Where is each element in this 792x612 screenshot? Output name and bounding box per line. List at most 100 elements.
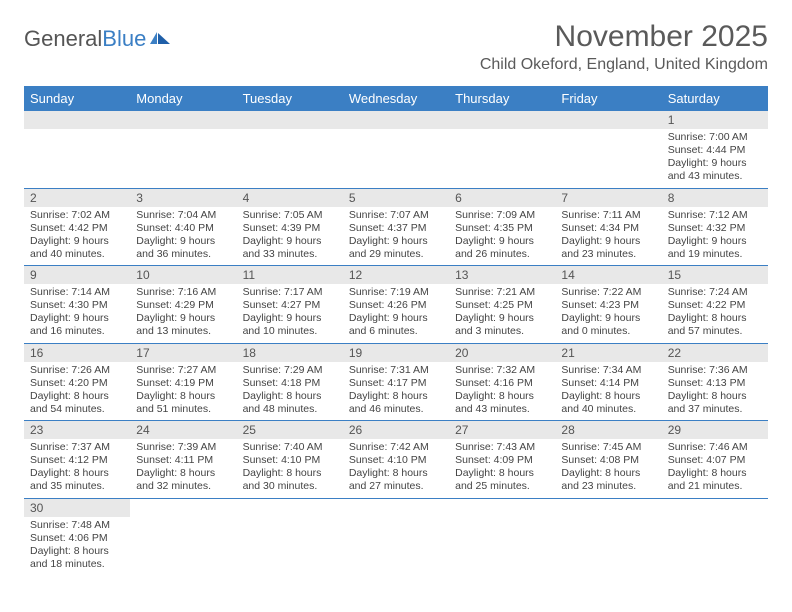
day-detail-line: Daylight: 9 hours <box>243 235 337 248</box>
week-row: 2Sunrise: 7:02 AMSunset: 4:42 PMDaylight… <box>24 188 768 266</box>
dayhead-row: SundayMondayTuesdayWednesdayThursdayFrid… <box>24 86 768 111</box>
day-details: Sunrise: 7:45 AMSunset: 4:08 PMDaylight:… <box>555 439 661 498</box>
day-detail-line: and 46 minutes. <box>349 403 443 416</box>
day-detail-line: Sunset: 4:10 PM <box>349 454 443 467</box>
day-cell: 27Sunrise: 7:43 AMSunset: 4:09 PMDayligh… <box>449 421 555 499</box>
title-block: November 2025 Child Okeford, England, Un… <box>480 20 768 74</box>
day-detail-line: Daylight: 8 hours <box>30 545 124 558</box>
day-cell <box>130 498 236 575</box>
day-number: 11 <box>237 266 343 284</box>
day-cell: 26Sunrise: 7:42 AMSunset: 4:10 PMDayligh… <box>343 421 449 499</box>
day-cell <box>343 498 449 575</box>
day-detail-line: and 3 minutes. <box>455 325 549 338</box>
day-detail-line: Sunset: 4:17 PM <box>349 377 443 390</box>
day-detail-line: and 33 minutes. <box>243 248 337 261</box>
day-details: Sunrise: 7:00 AMSunset: 4:44 PMDaylight:… <box>662 129 768 188</box>
day-cell: 28Sunrise: 7:45 AMSunset: 4:08 PMDayligh… <box>555 421 661 499</box>
day-detail-line: Sunset: 4:37 PM <box>349 222 443 235</box>
day-detail-line: Daylight: 9 hours <box>136 235 230 248</box>
day-detail-line: Sunrise: 7:24 AM <box>668 286 762 299</box>
day-cell <box>555 111 661 188</box>
day-detail-line: Sunrise: 7:26 AM <box>30 364 124 377</box>
day-details: Sunrise: 7:02 AMSunset: 4:42 PMDaylight:… <box>24 207 130 266</box>
day-number: 28 <box>555 421 661 439</box>
day-detail-line: Sunset: 4:12 PM <box>30 454 124 467</box>
day-details: Sunrise: 7:46 AMSunset: 4:07 PMDaylight:… <box>662 439 768 498</box>
day-number: 26 <box>343 421 449 439</box>
day-cell: 6Sunrise: 7:09 AMSunset: 4:35 PMDaylight… <box>449 188 555 266</box>
day-detail-line: Daylight: 8 hours <box>30 467 124 480</box>
day-details: Sunrise: 7:11 AMSunset: 4:34 PMDaylight:… <box>555 207 661 266</box>
day-cell: 10Sunrise: 7:16 AMSunset: 4:29 PMDayligh… <box>130 266 236 344</box>
day-detail-line: Sunrise: 7:48 AM <box>30 519 124 532</box>
day-detail-line: Sunset: 4:11 PM <box>136 454 230 467</box>
day-detail-line: Sunset: 4:35 PM <box>455 222 549 235</box>
day-details: Sunrise: 7:22 AMSunset: 4:23 PMDaylight:… <box>555 284 661 343</box>
day-detail-line: and 35 minutes. <box>30 480 124 493</box>
week-row: 9Sunrise: 7:14 AMSunset: 4:30 PMDaylight… <box>24 266 768 344</box>
day-detail-line: and 36 minutes. <box>136 248 230 261</box>
week-row: 23Sunrise: 7:37 AMSunset: 4:12 PMDayligh… <box>24 421 768 499</box>
day-number: 25 <box>237 421 343 439</box>
day-detail-line: and 23 minutes. <box>561 248 655 261</box>
day-detail-line: Sunrise: 7:37 AM <box>30 441 124 454</box>
day-detail-line: Daylight: 8 hours <box>243 467 337 480</box>
day-details: Sunrise: 7:17 AMSunset: 4:27 PMDaylight:… <box>237 284 343 343</box>
dayhead-saturday: Saturday <box>662 86 768 111</box>
day-detail-line: and 43 minutes. <box>668 170 762 183</box>
day-detail-line: Sunset: 4:08 PM <box>561 454 655 467</box>
day-details: Sunrise: 7:24 AMSunset: 4:22 PMDaylight:… <box>662 284 768 343</box>
day-detail-line: Sunrise: 7:12 AM <box>668 209 762 222</box>
day-cell: 21Sunrise: 7:34 AMSunset: 4:14 PMDayligh… <box>555 343 661 421</box>
day-number: 30 <box>24 499 130 517</box>
day-detail-line: Sunrise: 7:27 AM <box>136 364 230 377</box>
day-cell: 15Sunrise: 7:24 AMSunset: 4:22 PMDayligh… <box>662 266 768 344</box>
day-cell: 8Sunrise: 7:12 AMSunset: 4:32 PMDaylight… <box>662 188 768 266</box>
day-number: 17 <box>130 344 236 362</box>
day-detail-line: Sunset: 4:40 PM <box>136 222 230 235</box>
day-details: Sunrise: 7:05 AMSunset: 4:39 PMDaylight:… <box>237 207 343 266</box>
dayhead-wednesday: Wednesday <box>343 86 449 111</box>
day-cell <box>237 498 343 575</box>
day-number: 23 <box>24 421 130 439</box>
day-detail-line: Daylight: 8 hours <box>668 312 762 325</box>
day-detail-line: and 57 minutes. <box>668 325 762 338</box>
month-title: November 2025 <box>480 20 768 54</box>
day-details: Sunrise: 7:36 AMSunset: 4:13 PMDaylight:… <box>662 362 768 421</box>
day-details: Sunrise: 7:29 AMSunset: 4:18 PMDaylight:… <box>237 362 343 421</box>
day-detail-line: and 26 minutes. <box>455 248 549 261</box>
day-cell <box>130 111 236 188</box>
day-number: 14 <box>555 266 661 284</box>
day-detail-line: Daylight: 8 hours <box>455 467 549 480</box>
day-cell: 12Sunrise: 7:19 AMSunset: 4:26 PMDayligh… <box>343 266 449 344</box>
day-detail-line: and 10 minutes. <box>243 325 337 338</box>
day-number: 27 <box>449 421 555 439</box>
day-detail-line: Sunset: 4:30 PM <box>30 299 124 312</box>
day-detail-line: Sunset: 4:44 PM <box>668 144 762 157</box>
day-detail-line: Sunset: 4:18 PM <box>243 377 337 390</box>
day-detail-line: Daylight: 9 hours <box>30 235 124 248</box>
day-cell: 18Sunrise: 7:29 AMSunset: 4:18 PMDayligh… <box>237 343 343 421</box>
dayhead-thursday: Thursday <box>449 86 555 111</box>
day-details: Sunrise: 7:16 AMSunset: 4:29 PMDaylight:… <box>130 284 236 343</box>
dayhead-monday: Monday <box>130 86 236 111</box>
day-number: 6 <box>449 189 555 207</box>
calendar-body: 1Sunrise: 7:00 AMSunset: 4:44 PMDaylight… <box>24 111 768 575</box>
day-detail-line: and 13 minutes. <box>136 325 230 338</box>
day-number: 10 <box>130 266 236 284</box>
day-number: 9 <box>24 266 130 284</box>
day-cell: 13Sunrise: 7:21 AMSunset: 4:25 PMDayligh… <box>449 266 555 344</box>
day-detail-line: Daylight: 9 hours <box>349 312 443 325</box>
day-number: 22 <box>662 344 768 362</box>
location: Child Okeford, England, United Kingdom <box>480 56 768 74</box>
day-cell: 20Sunrise: 7:32 AMSunset: 4:16 PMDayligh… <box>449 343 555 421</box>
day-details: Sunrise: 7:31 AMSunset: 4:17 PMDaylight:… <box>343 362 449 421</box>
day-detail-line: Daylight: 9 hours <box>561 235 655 248</box>
day-detail-line: and 18 minutes. <box>30 558 124 571</box>
day-detail-line: Sunrise: 7:04 AM <box>136 209 230 222</box>
dayhead-tuesday: Tuesday <box>237 86 343 111</box>
day-detail-line: Sunrise: 7:46 AM <box>668 441 762 454</box>
day-detail-line: Sunset: 4:13 PM <box>668 377 762 390</box>
day-detail-line: Daylight: 9 hours <box>668 235 762 248</box>
day-detail-line: Daylight: 8 hours <box>243 390 337 403</box>
